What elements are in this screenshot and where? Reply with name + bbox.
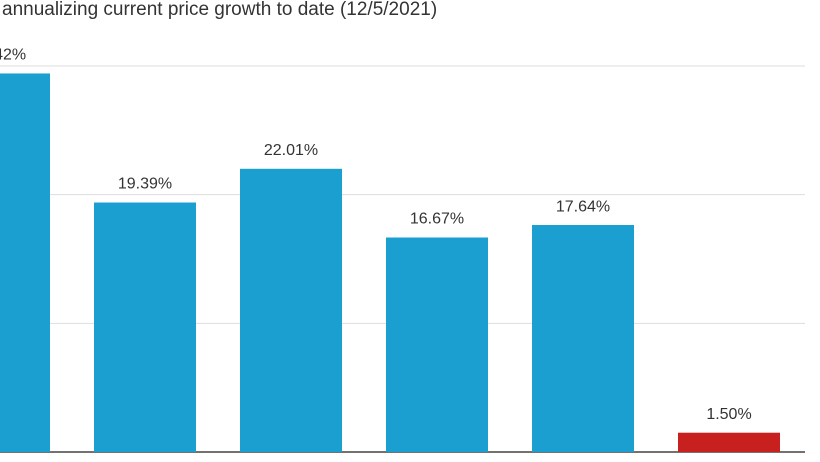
value-label: 16.67% xyxy=(410,211,464,228)
bar xyxy=(240,168,342,452)
bar xyxy=(0,73,50,452)
chart-title: annualizing current price growth to date… xyxy=(2,0,437,20)
bar xyxy=(678,432,780,452)
value-label: 1.50% xyxy=(706,406,751,423)
bar xyxy=(386,237,488,452)
bar xyxy=(94,202,196,452)
value-label: 17.64% xyxy=(556,198,610,215)
value-label: 29.42% xyxy=(0,47,26,64)
value-label: 22.01% xyxy=(264,142,318,159)
value-label: 19.39% xyxy=(118,176,172,193)
bar xyxy=(532,225,634,452)
